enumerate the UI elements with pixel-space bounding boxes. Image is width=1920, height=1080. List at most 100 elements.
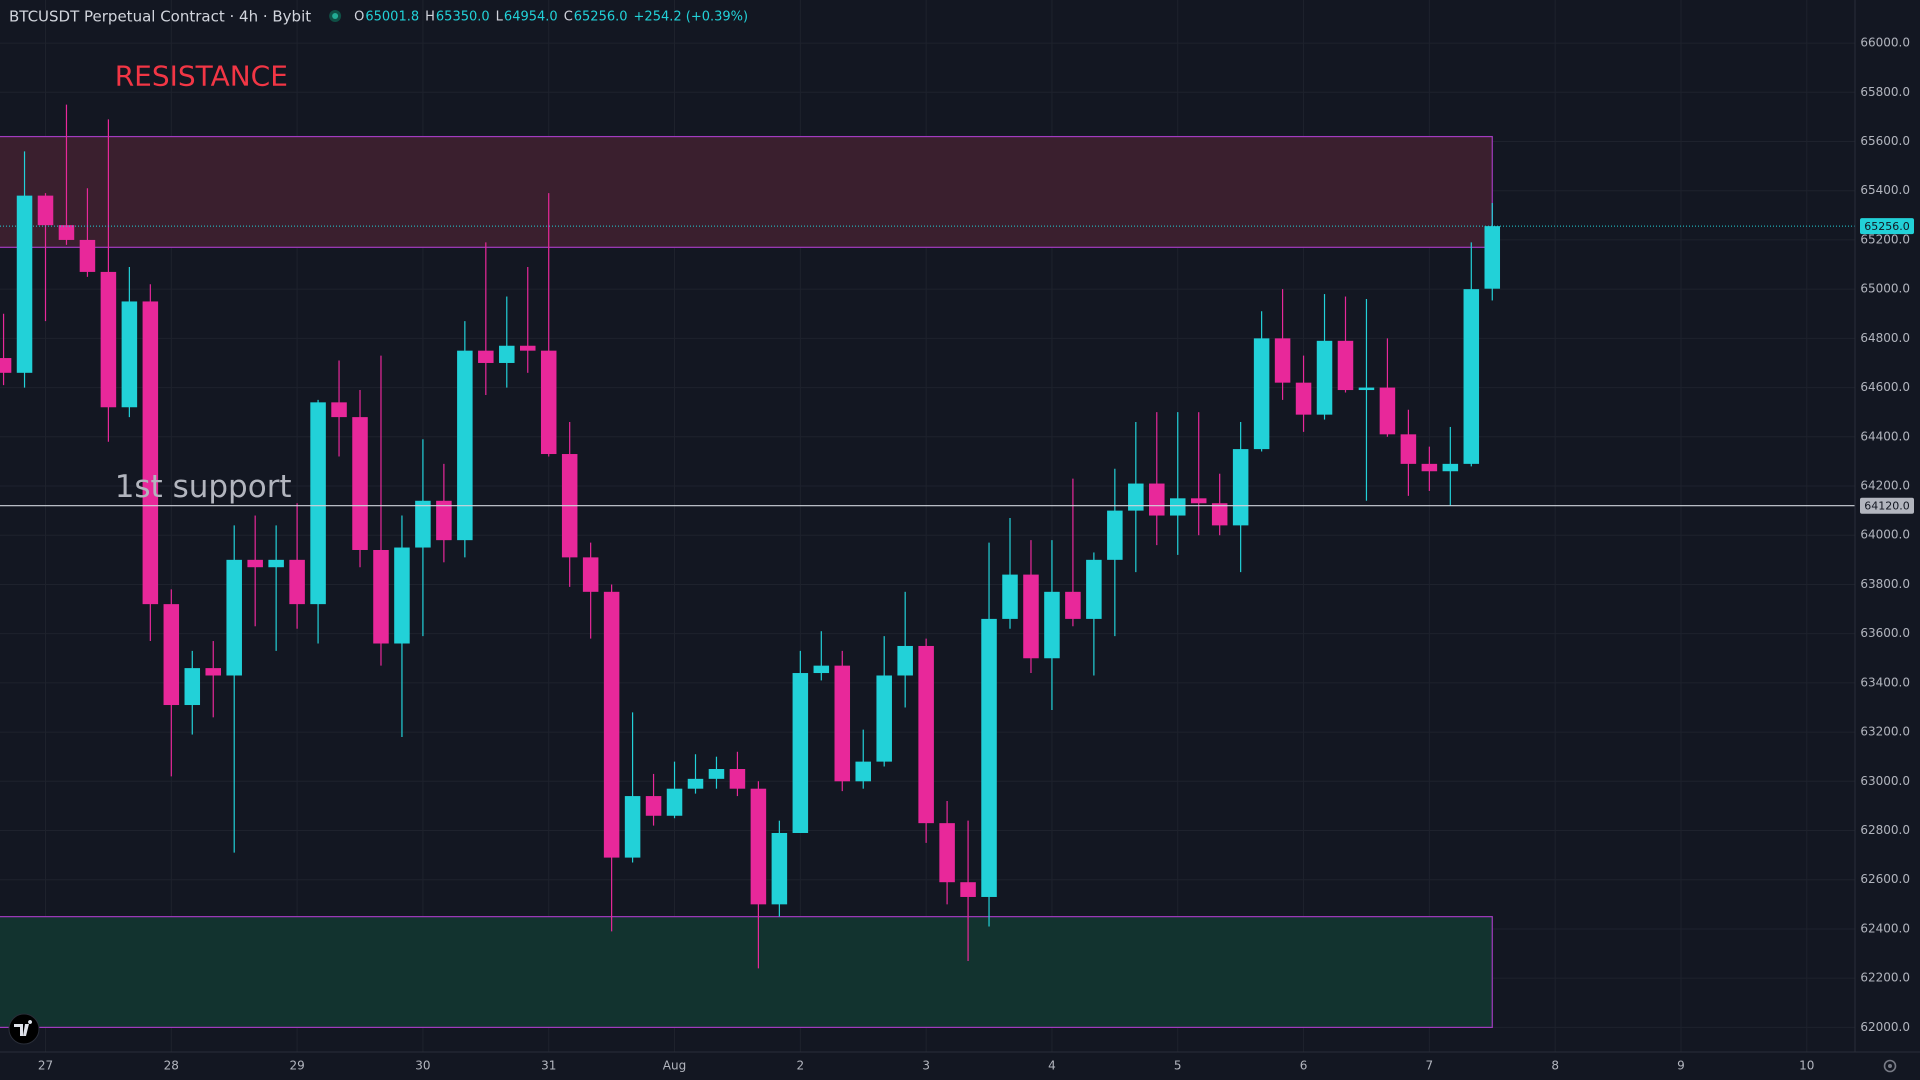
candle-body [184, 668, 201, 706]
candle-body [1295, 382, 1312, 415]
y-tick-label: 63600.0 [1860, 626, 1910, 640]
x-tick-label: 8 [1551, 1059, 1559, 1073]
ohlc-change: +254.2 (+0.39%) [634, 10, 749, 25]
candle-body [792, 673, 809, 833]
zone [0, 135, 1493, 248]
candle-body [708, 769, 725, 779]
y-tick-label: 62800.0 [1860, 823, 1910, 837]
candle-body [645, 796, 662, 816]
ohlc-key: L [496, 10, 504, 25]
x-tick-label: Aug [663, 1059, 686, 1073]
candle-body [415, 500, 431, 548]
tv-logo[interactable] [8, 1013, 40, 1045]
candle-body [939, 823, 955, 883]
candle-body [1316, 340, 1333, 415]
x-tick-label: 5 [1174, 1059, 1182, 1073]
ohlc-value: 65256.0 [574, 10, 628, 25]
candle-body [729, 769, 746, 789]
overlays: 64120.0 65256.0 RESISTANCE 1st support [0, 60, 1914, 514]
y-tick-label: 64200.0 [1860, 479, 1910, 493]
candle-body [352, 417, 368, 550]
candle-body [876, 675, 892, 762]
y-tick-label: 62600.0 [1860, 872, 1910, 886]
candle-body [457, 350, 473, 541]
candle-body [163, 604, 180, 706]
x-tick-label: 30 [415, 1059, 430, 1073]
settings-icon[interactable] [1883, 1059, 1897, 1073]
candle-body [687, 778, 704, 789]
candle-body [1086, 559, 1102, 619]
candle-body [499, 345, 515, 363]
candle-body [540, 350, 557, 455]
y-tick-label: 63800.0 [1860, 577, 1910, 591]
candle-body [1169, 498, 1186, 516]
y-tick-label: 64800.0 [1860, 331, 1910, 345]
support-price-box [1860, 497, 1914, 514]
candle-body [1107, 510, 1123, 560]
candle-body [79, 239, 96, 272]
status-dot-core [332, 13, 339, 19]
x-tick-label: 2 [797, 1059, 805, 1073]
candle-body [1128, 483, 1144, 511]
y-tick-label: 65000.0 [1860, 282, 1910, 296]
candle-body [1253, 338, 1270, 450]
y-tick-label: 62000.0 [1860, 1020, 1910, 1034]
candle-body [37, 195, 54, 226]
candle-body [1484, 226, 1501, 289]
y-tick-label: 62200.0 [1860, 971, 1910, 985]
candle-body [1149, 483, 1165, 516]
candle-body [1337, 340, 1354, 391]
candle-body [771, 832, 788, 905]
candle-body [981, 618, 997, 897]
candle-body [1358, 387, 1375, 391]
candle-body [582, 557, 599, 592]
last-price-box [1860, 218, 1914, 235]
candle-body [519, 345, 536, 351]
x-tick-label: 10 [1799, 1059, 1814, 1073]
candle-body [1044, 591, 1060, 659]
candle-body [1379, 387, 1396, 435]
header: BTCUSDT Perpetual Contract · 4h · Bybit … [9, 8, 748, 26]
last-price-label: 65256.0 [1864, 220, 1910, 233]
candle-body [331, 402, 347, 418]
candle-body [436, 500, 452, 541]
candle-body [268, 559, 284, 568]
x-tick-label: 4 [1048, 1059, 1056, 1073]
zone [0, 916, 1493, 1028]
y-tick-label: 65800.0 [1860, 85, 1910, 99]
candle-body [289, 559, 305, 605]
candle-body [1274, 338, 1291, 383]
zones [0, 135, 1493, 1028]
candle-body [855, 761, 871, 782]
candle-body [58, 225, 75, 240]
ohlc-value: 65350.0 [436, 10, 490, 25]
x-tick-label: 31 [541, 1059, 556, 1073]
ohlc-key: H [425, 10, 435, 25]
x-tick-label: 3 [922, 1059, 930, 1073]
candle-body [834, 665, 851, 782]
ohlc-value: 65001.8 [365, 10, 419, 25]
y-tick-label: 64000.0 [1860, 528, 1910, 542]
candle-body [226, 559, 242, 676]
candle-body [1065, 591, 1081, 619]
candles [0, 104, 1501, 969]
y-tick-label: 63400.0 [1860, 675, 1910, 689]
candle-body [16, 195, 33, 373]
y-tick-label: 65600.0 [1860, 134, 1910, 148]
candle-body [918, 645, 934, 824]
support-price-label: 64120.0 [1864, 500, 1910, 513]
y-tick-label: 65400.0 [1860, 183, 1910, 197]
candle-body [1421, 463, 1438, 472]
candle-body [100, 271, 117, 408]
candle-body [813, 665, 830, 674]
chart-title: BTCUSDT Perpetual Contract · 4h · Bybit [9, 8, 311, 26]
x-tick-label: 9 [1677, 1059, 1685, 1073]
candle-body [205, 668, 221, 676]
candle-body [142, 301, 159, 605]
candle-body [1232, 449, 1249, 526]
ohlc-key: C [564, 10, 573, 25]
y-tick-label: 64400.0 [1860, 429, 1910, 443]
x-tick-label: 28 [164, 1059, 179, 1073]
